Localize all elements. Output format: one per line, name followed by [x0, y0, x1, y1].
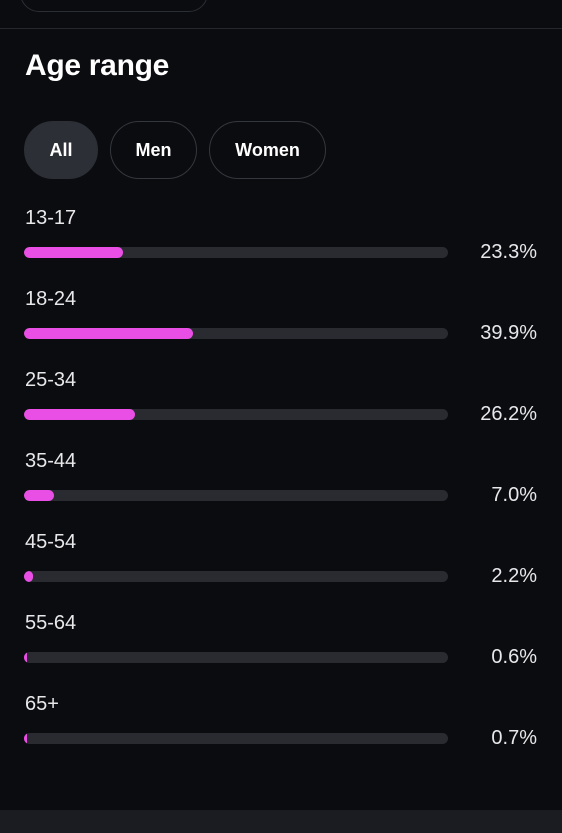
list-item: 45-54 2.2%	[0, 529, 562, 599]
list-item: 65+ 0.7%	[0, 691, 562, 761]
section-divider-top	[0, 28, 562, 29]
list-item: 35-44 7.0%	[0, 448, 562, 518]
list-item: 13-17 23.3%	[0, 205, 562, 275]
age-range-label: 13-17	[25, 207, 77, 229]
list-item: 25-34 26.2%	[0, 367, 562, 437]
age-range-label: 35-44	[25, 450, 77, 472]
percentage-value: 7.0%	[491, 484, 537, 506]
list-item: 18-24 39.9%	[0, 286, 562, 356]
progress-bar-track	[24, 571, 448, 582]
percentage-value: 0.6%	[491, 646, 537, 668]
percentage-value: 26.2%	[480, 403, 537, 425]
progress-bar-track	[24, 247, 448, 258]
tab-women[interactable]: Women	[209, 121, 326, 179]
section-title: Age range	[25, 49, 170, 82]
progress-bar-fill	[24, 733, 27, 744]
progress-bar-fill	[24, 328, 194, 339]
age-range-label: 55-64	[25, 612, 77, 634]
progress-bar-fill	[24, 247, 123, 258]
age-range-label: 45-54	[25, 531, 77, 553]
percentage-value: 2.2%	[491, 565, 537, 587]
progress-bar-fill	[24, 652, 27, 663]
percentage-value: 39.9%	[480, 322, 537, 344]
list-item: 55-64 0.6%	[0, 610, 562, 680]
percentage-value: 23.3%	[480, 241, 537, 263]
progress-bar-fill	[24, 571, 34, 582]
section-divider-bottom	[0, 810, 562, 833]
progress-bar-track	[24, 328, 448, 339]
previous-section-pill-button[interactable]	[20, 0, 208, 12]
age-range-label: 18-24	[25, 288, 77, 310]
progress-bar-fill	[24, 490, 54, 501]
tab-all[interactable]: All	[24, 121, 98, 179]
progress-bar-track	[24, 652, 448, 663]
progress-bar-track	[24, 409, 448, 420]
age-range-label: 25-34	[25, 369, 77, 391]
percentage-value: 0.7%	[491, 727, 537, 749]
tab-men[interactable]: Men	[110, 121, 197, 179]
progress-bar-track	[24, 733, 448, 744]
progress-bar-fill	[24, 409, 136, 420]
progress-bar-track	[24, 490, 448, 501]
age-range-label: 65+	[25, 693, 59, 715]
